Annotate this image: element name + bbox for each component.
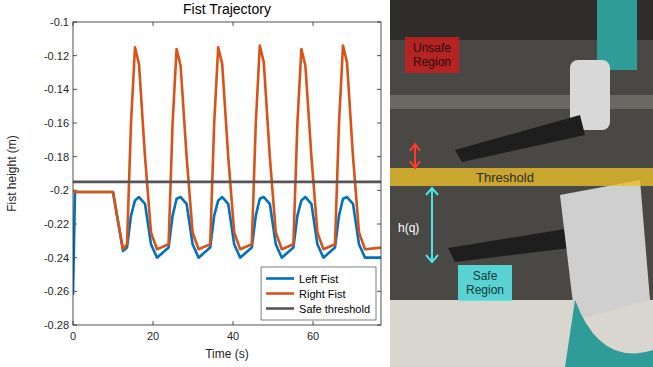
robot-torso bbox=[597, 0, 637, 70]
legend-label: Right Fist bbox=[299, 288, 345, 300]
y-tick bbox=[377, 156, 381, 157]
unsafe-region-box bbox=[405, 37, 459, 73]
x-tick-label: 0 bbox=[70, 330, 76, 342]
unsafe-arrow bbox=[410, 144, 420, 168]
y-tick-label: -0.22 bbox=[44, 218, 69, 230]
y-tick-label: -0.12 bbox=[44, 50, 69, 62]
y-axis-title: Fist height (m) bbox=[5, 135, 19, 212]
x-tick bbox=[153, 321, 154, 325]
x-tick bbox=[153, 22, 154, 26]
y-tick bbox=[73, 55, 77, 56]
y-tick bbox=[73, 123, 77, 124]
photo-floor bbox=[390, 300, 653, 367]
lines bbox=[73, 46, 381, 295]
y-tick-label: -0.18 bbox=[44, 151, 69, 163]
y-tick bbox=[73, 156, 77, 157]
unsafe-region-line: Region bbox=[413, 55, 451, 69]
x-tick bbox=[313, 22, 314, 26]
y-tick-label: -0.14 bbox=[44, 83, 69, 95]
y-tick bbox=[73, 89, 77, 90]
threshold-band bbox=[390, 168, 653, 186]
robot-arm-upper bbox=[455, 115, 585, 162]
series-line bbox=[73, 46, 381, 250]
legend-box bbox=[261, 267, 376, 320]
y-tick bbox=[377, 291, 381, 292]
plot-area bbox=[73, 22, 381, 325]
x-axis-title: Time (s) bbox=[205, 347, 249, 361]
threshold-label: Threshold bbox=[476, 170, 534, 185]
safe-region-label: SafeRegion bbox=[466, 269, 504, 297]
photo-panel: ThresholdUnsafeRegionSafeRegionh(q) bbox=[390, 0, 653, 367]
plot-frame bbox=[73, 22, 381, 325]
y-tick-label: -0.28 bbox=[44, 319, 69, 331]
x-tick bbox=[313, 321, 314, 325]
title: Fist Trajectory bbox=[183, 1, 271, 17]
x-tick bbox=[233, 22, 234, 26]
photo-shelf bbox=[390, 95, 653, 109]
series-line bbox=[73, 181, 381, 184]
legend-swatch bbox=[266, 277, 294, 280]
x-tick-label: 40 bbox=[227, 330, 239, 342]
y-tick bbox=[377, 55, 381, 56]
unsafe-region-label: UnsafeRegion bbox=[413, 41, 451, 69]
safe-region-line: Safe bbox=[473, 269, 498, 283]
legend-swatch bbox=[266, 307, 294, 310]
robot-leg bbox=[565, 300, 653, 367]
photo-bg bbox=[390, 0, 653, 367]
safe-region-box bbox=[458, 265, 512, 301]
robot-hip bbox=[560, 180, 650, 320]
y-tick-label: -0.16 bbox=[44, 117, 69, 129]
y-tick bbox=[377, 190, 381, 191]
y-tick bbox=[377, 224, 381, 225]
y-tick-label: -0.1 bbox=[50, 16, 69, 28]
y-tick bbox=[377, 89, 381, 90]
legend-swatch bbox=[266, 292, 294, 295]
y-tick-label: -0.2 bbox=[50, 184, 69, 196]
distance-arrow bbox=[426, 188, 438, 262]
distance-label: h(q) bbox=[398, 221, 419, 235]
figure: Fist Trajectory -0.28 -0.26 -0.24 -0.22 -0.2 -… bbox=[0, 0, 653, 367]
safe-region-line: Region bbox=[466, 283, 504, 297]
x-tick-label: 60 bbox=[307, 330, 319, 342]
y-tick-label: -0.24 bbox=[44, 252, 69, 264]
y-tick-label: -0.26 bbox=[44, 285, 69, 297]
legend-label: Left Fist bbox=[299, 273, 338, 285]
x-tick-label: 20 bbox=[147, 330, 159, 342]
y-tick bbox=[377, 123, 381, 124]
legend: Left Fist Right Fist Safe threshold bbox=[266, 273, 370, 315]
x-tick bbox=[233, 321, 234, 325]
unsafe-region-line: Unsafe bbox=[413, 41, 451, 55]
legend-label: Safe threshold bbox=[299, 303, 370, 315]
